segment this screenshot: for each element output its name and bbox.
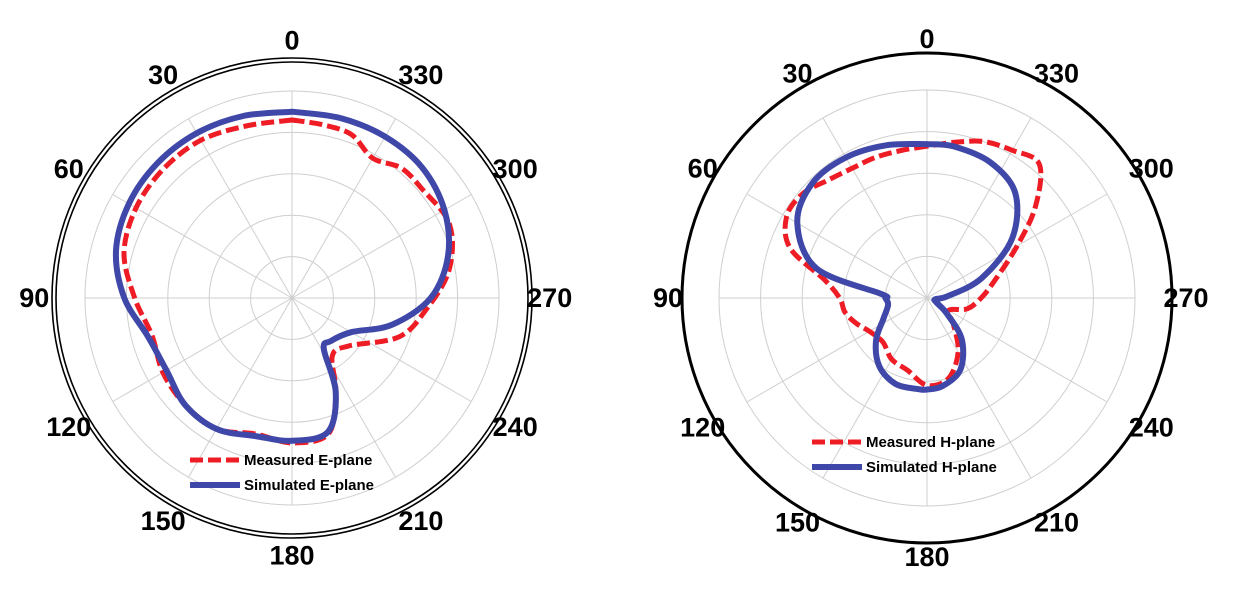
e-plane-polar-chart: 0 30 60 90 120 150 180 210 240 270 300 330 Measured … — [19, 25, 572, 570]
grid-spoke — [926, 117, 1032, 299]
angle-tick-label: 270 — [527, 283, 572, 313]
angle-tick-label: 180 — [269, 541, 314, 571]
angle-tick-label: 150 — [775, 507, 820, 537]
angle-tick-label: 300 — [493, 154, 538, 184]
angle-tick-label: 330 — [1034, 59, 1079, 89]
grid-spoke — [926, 297, 1032, 479]
grid-spoke — [188, 118, 293, 299]
grid-spoke — [112, 297, 293, 402]
plot-frame — [680, 51, 1174, 545]
angle-tick-label: 0 — [919, 24, 934, 54]
angle-tick-label: 240 — [493, 412, 538, 442]
angle-tick-label: 240 — [1129, 413, 1174, 443]
angle-tick-label: 120 — [46, 412, 91, 442]
angle-tick-label: 90 — [19, 283, 49, 313]
plot-frame — [51, 57, 533, 539]
angle-tick-label: 270 — [1163, 283, 1208, 313]
legend-label: Measured E-plane — [244, 452, 372, 469]
angle-tick-label: 60 — [688, 154, 718, 184]
angle-tick-label: 30 — [148, 60, 178, 90]
angle-tick-label: 120 — [680, 413, 725, 443]
angle-tick-label: 210 — [1034, 507, 1079, 537]
angle-tick-label: 210 — [398, 506, 443, 536]
grid-spoke — [112, 194, 293, 299]
grid-spoke — [188, 297, 293, 478]
legend-label: Measured H-plane — [866, 434, 995, 451]
grid-spoke — [291, 118, 396, 299]
legend-label: Simulated E-plane — [244, 477, 374, 494]
simulated-e-plane-curve — [112, 108, 452, 444]
angle-tick-label: 150 — [141, 506, 186, 536]
legend-label: Simulated H-plane — [866, 459, 997, 476]
angle-tick-label: 90 — [653, 283, 683, 313]
angle-tick-label: 0 — [284, 25, 299, 55]
grid-spoke — [822, 297, 928, 479]
angle-tick-label: 60 — [54, 154, 84, 184]
h-plane-polar-chart: 0 30 60 90 120 150 180 210 240 270 300 330 Measured … — [653, 24, 1209, 572]
angle-tick-label: 300 — [1129, 154, 1174, 184]
grid-spoke — [291, 297, 396, 478]
simulated-h-plane-curve — [794, 140, 1021, 393]
angle-tick-label: 330 — [398, 60, 443, 90]
grid-spoke — [822, 117, 928, 299]
grid-spoke — [746, 297, 928, 403]
grid-spoke — [926, 297, 1108, 403]
angle-tick-label: 180 — [904, 542, 949, 572]
grid-spoke — [291, 297, 472, 402]
measured-e-plane-curve — [121, 117, 455, 446]
plot-frame — [55, 61, 529, 535]
grid-spoke — [746, 193, 928, 299]
angle-tick-label: 30 — [782, 59, 812, 89]
